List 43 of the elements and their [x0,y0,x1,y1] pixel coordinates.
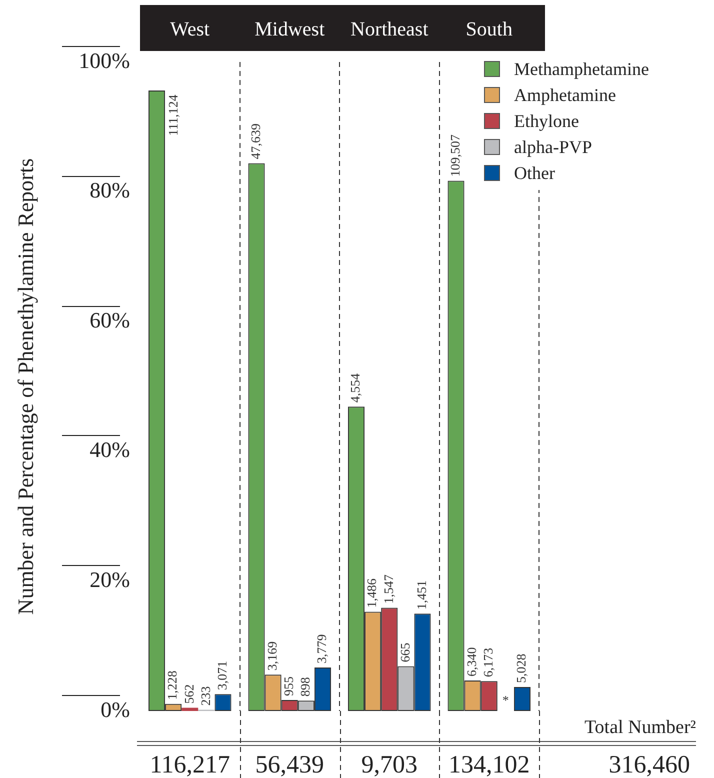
annotation: 3,169 [264,641,280,671]
annotation: * [502,692,509,708]
legend-label: Methamphetamine [514,58,649,80]
text: 56,439 [255,752,324,778]
x-tick-label: Northeast [350,18,429,40]
annotation: 898 [298,677,313,697]
annotation: 111,124 [165,94,180,136]
y-tick-label: 40% [90,437,130,462]
text: 316,460 [608,752,690,778]
y-tick-label: 60% [90,307,130,332]
annotation: 4,554 [348,372,363,403]
y-tick-label: 80% [90,178,130,203]
text: 134,102 [448,752,530,778]
annotation: 955 [281,676,296,696]
annotation: 6,173 [480,648,496,678]
legend-label: Other [514,162,555,184]
annotation: 562 [181,684,196,704]
x-tick-label: South [466,18,512,40]
x-tick-label: Midwest [254,18,326,40]
text: 9,703 [361,752,418,778]
annotation: 1,228 [164,670,180,700]
annotation: 3,779 [314,634,330,664]
text: Total Number² [584,716,696,738]
annotation: 3,071 [214,660,230,690]
annotation: 1,486 [364,578,380,608]
annotation: 109,507 [447,134,462,177]
text: 116,217 [150,752,230,778]
legend-label: Ethylone [514,110,579,132]
x-tick-label: West [170,18,210,40]
annotation: 5,028 [514,654,529,683]
annotation: 233 [198,686,213,706]
annotation: 1,451 [414,580,429,610]
y-axis-title: Number and Percentage of Phenethylamine Reports [12,158,38,615]
annotation: 47,639 [248,123,263,160]
legend-label: alpha-PVP [514,136,592,158]
y-tick-label: 100% [78,48,130,73]
legend-label: Amphetamine [514,84,616,106]
annotation: 1,547 [380,574,396,604]
y-tick-label: 0% [100,696,130,722]
y-tick-label: 20% [90,566,130,592]
bar [182,708,198,711]
annotation: 6,340 [464,647,479,676]
annotation: 665 [397,642,412,662]
